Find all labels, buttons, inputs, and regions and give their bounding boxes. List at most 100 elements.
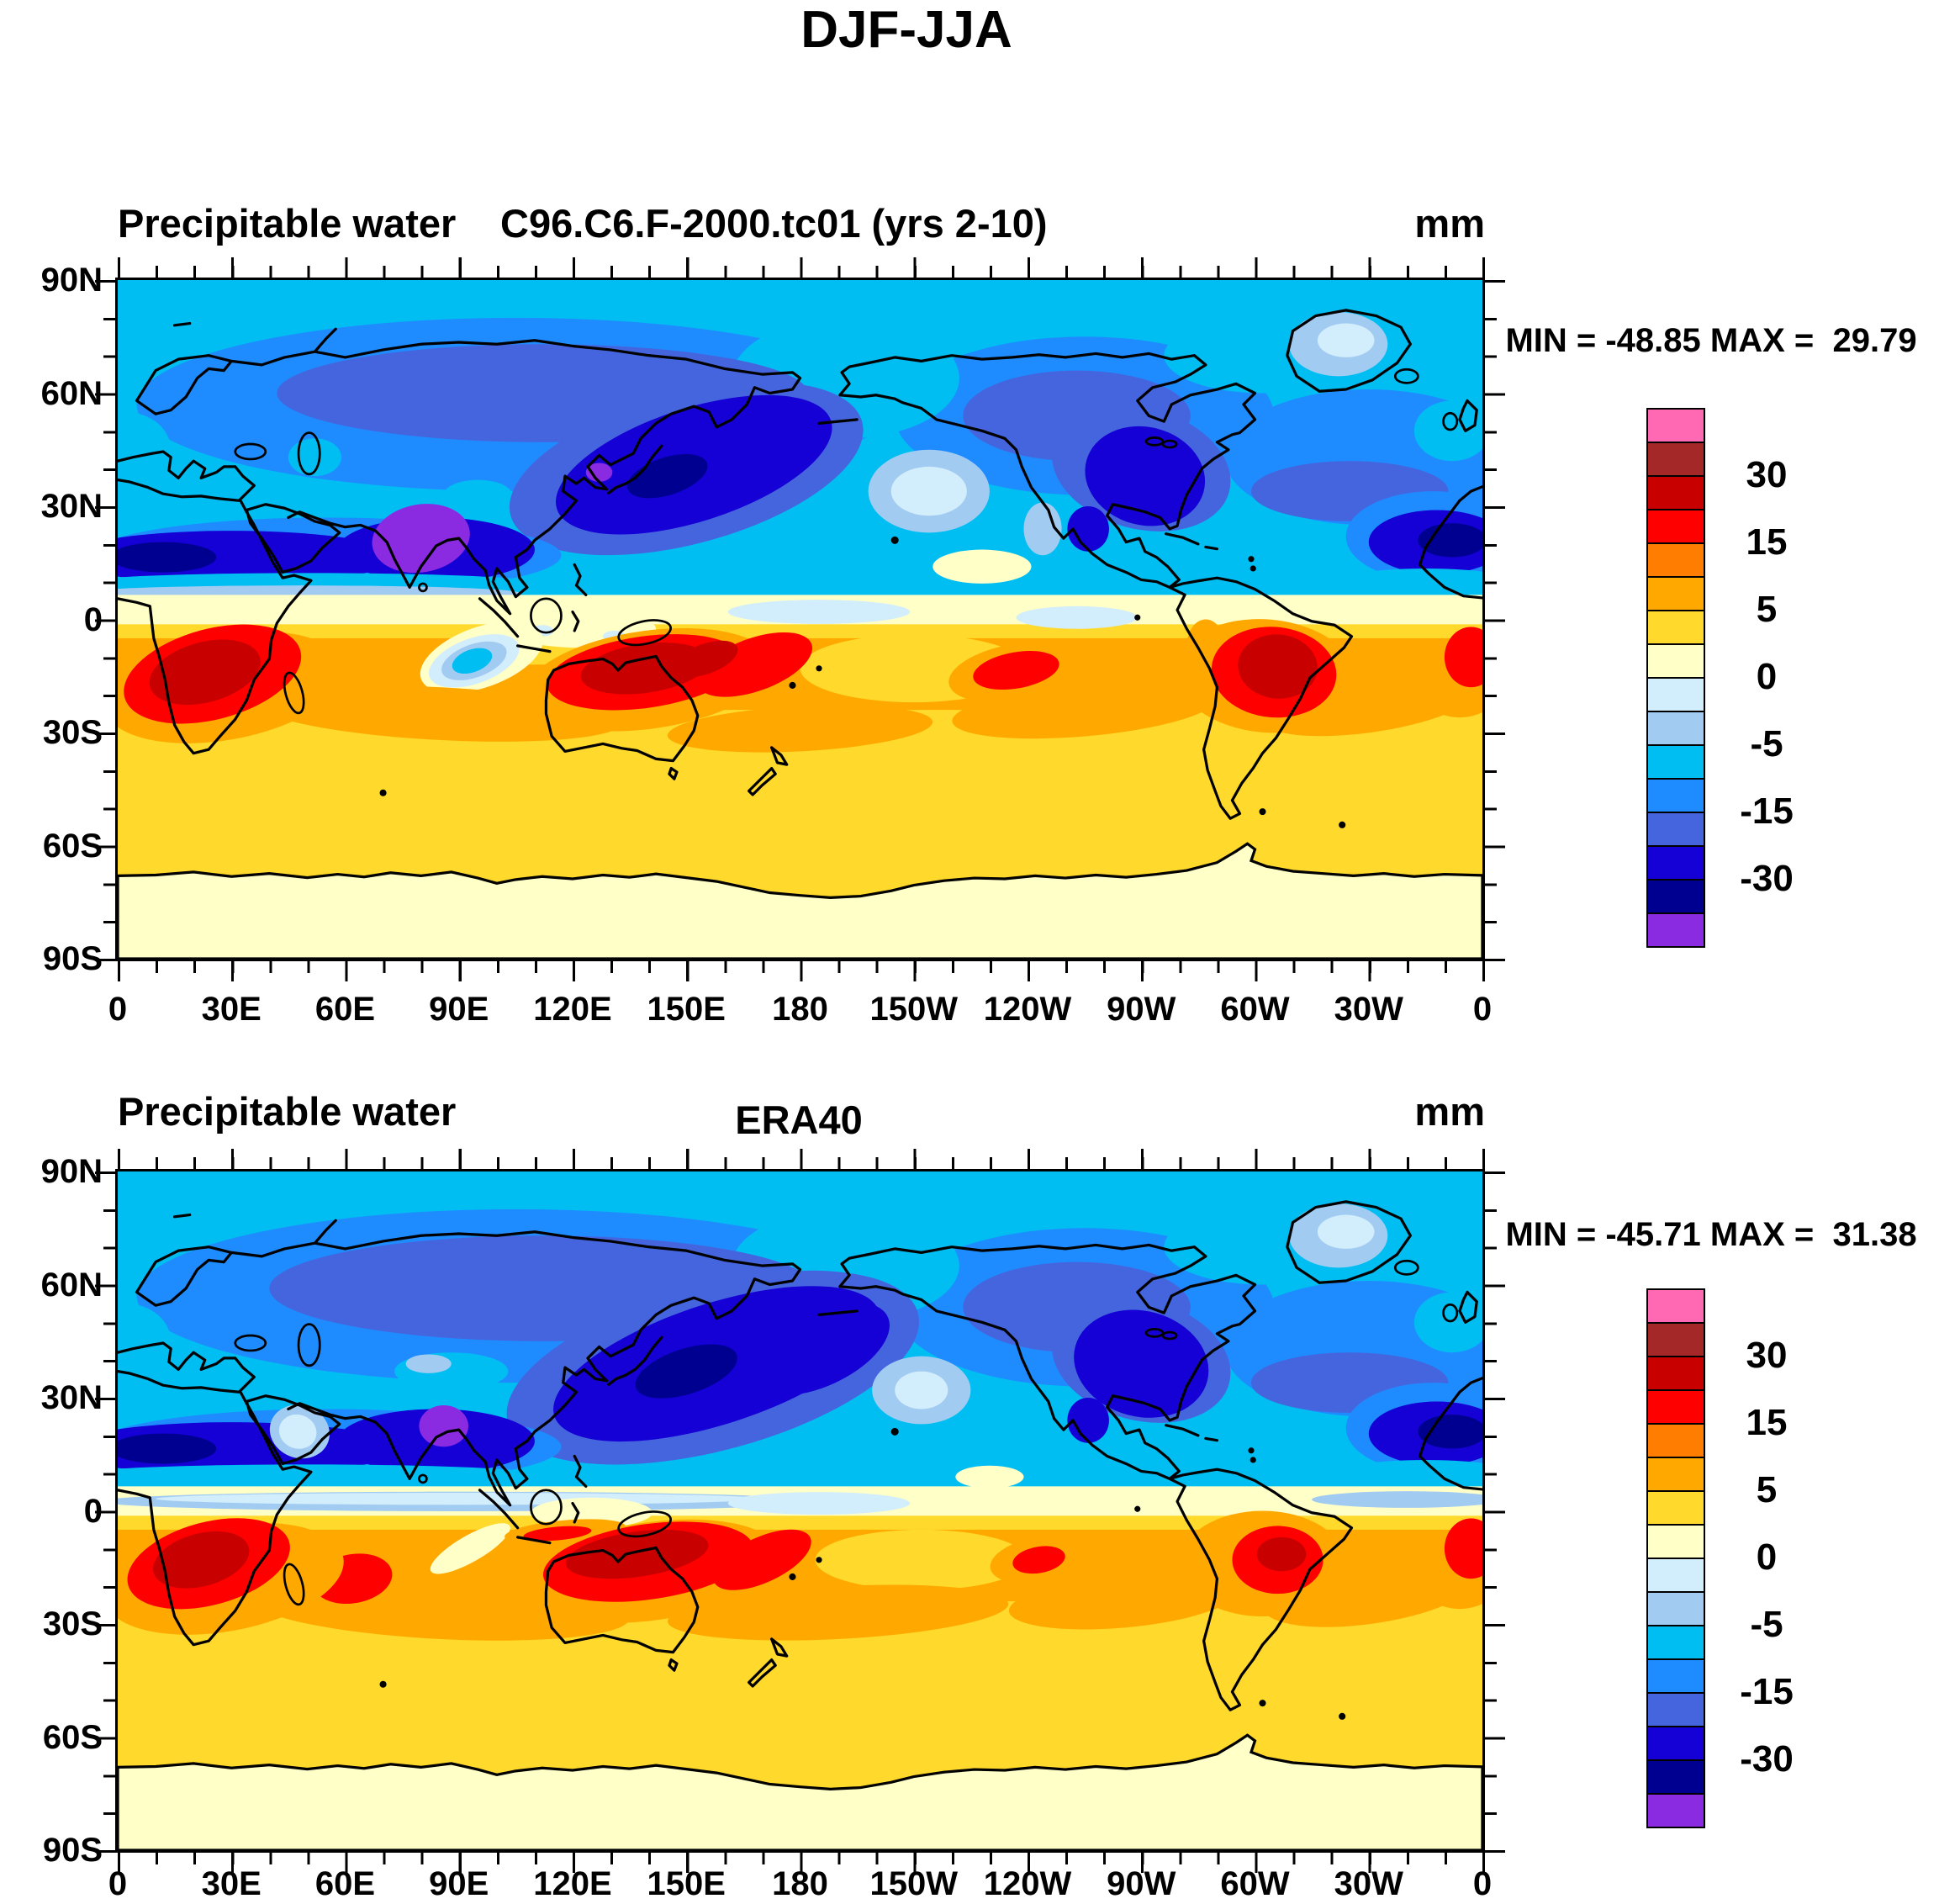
panel2-colorbar-cell <box>1646 1524 1705 1559</box>
panel2-colorbar-label: 5 <box>1756 1469 1778 1510</box>
panel1-colorbar-cell <box>1646 744 1705 780</box>
panel1-colorbar-label: 0 <box>1756 656 1778 697</box>
panel1-ticks-right-major <box>1485 280 1505 961</box>
panel1-colorbar-cell <box>1646 610 1705 645</box>
panel1-lon-label: 180 <box>772 991 828 1028</box>
panel2-lat-label: 30N <box>40 1379 103 1416</box>
map-era40-svg <box>118 1171 1482 1850</box>
panel1-colorbar-cell <box>1646 475 1705 510</box>
panel2-units-label: mm <box>1414 1089 1485 1134</box>
panel2-case-label: ERA40 <box>735 1097 863 1142</box>
panel2-colorbar-label: -5 <box>1750 1604 1783 1645</box>
panel2-lat-label: 60N <box>40 1266 103 1304</box>
panel2-field-label: Precipitable water <box>118 1089 457 1134</box>
panel1-lon-label: 150E <box>647 991 726 1028</box>
panel1-colorbar-cell <box>1646 812 1705 847</box>
panel1-lat-label: 90N <box>40 262 103 299</box>
panel2-lon-label: 150E <box>647 1865 726 1902</box>
panel1-colorbar-label: 5 <box>1756 589 1778 630</box>
panel2-colorbar-label: 15 <box>1746 1402 1788 1443</box>
panel1-lon-label: 0 <box>108 991 128 1028</box>
panel2-colorbar-cell <box>1646 1457 1705 1492</box>
panel1-colorbar-cell <box>1646 643 1705 679</box>
panel2-lon-label: 90E <box>429 1865 489 1902</box>
panel1-lon-label: 60E <box>314 991 376 1028</box>
map-era40 <box>115 1169 1485 1853</box>
panel2-lon-label: 60E <box>314 1865 376 1902</box>
panel1-ticks-top-minor <box>118 266 1485 278</box>
panel2-lon-label: 0 <box>108 1865 128 1902</box>
panel1-lon-label: 120E <box>533 991 612 1028</box>
panel2-colorbar-cell <box>1646 1389 1705 1425</box>
panel2-lat-label: 60S <box>42 1718 103 1756</box>
panel1-case-label: C96.C6.F-2000.tc01 (yrs 2-10) <box>500 201 1048 246</box>
panel2-lat-label: 90N <box>40 1153 103 1190</box>
panel2-colorbar-cell <box>1646 1759 1705 1795</box>
panel2-colorbar-label: 0 <box>1756 1536 1778 1578</box>
panel1-lat-label: 30S <box>42 714 103 751</box>
panel1-ticks-top-major <box>118 257 1485 278</box>
panel1-colorbar-label: 30 <box>1746 454 1788 495</box>
panel2-lat-label: 90S <box>42 1832 103 1869</box>
panel1-colorbar-cell <box>1646 879 1705 914</box>
panel2-colorbar-cell <box>1646 1490 1705 1526</box>
panel1-lon-label: 150W <box>869 991 959 1028</box>
panel1-lat-label: 90S <box>42 940 103 977</box>
panel1-minmax: MIN = -48.85 MAX = 29.79 <box>1505 322 1917 359</box>
panel1-colorbar-label: -15 <box>1740 791 1794 832</box>
panel2-lon-label: 90W <box>1107 1865 1176 1902</box>
contour-field-model <box>118 280 1482 959</box>
panel1-units-label: mm <box>1414 201 1485 246</box>
panel2-lon-label: 60W <box>1220 1865 1290 1902</box>
panel1-lon-label: 120W <box>983 991 1072 1028</box>
panel2-lon-label: 180 <box>772 1865 828 1902</box>
panel1-lon-label: 90W <box>1107 991 1176 1028</box>
panel1-colorbar-cell <box>1646 442 1705 477</box>
panel2-colorbar-cell <box>1646 1558 1705 1593</box>
panel1-field-label: Precipitable water <box>118 201 457 246</box>
panel1-lon-label: 30E <box>201 991 262 1028</box>
panel2-colorbar-label: 30 <box>1746 1335 1788 1376</box>
panel2-colorbar-cell <box>1646 1793 1705 1828</box>
panel1-lat-label: 60N <box>40 374 103 412</box>
panel1-colorbar-label: -30 <box>1740 858 1794 899</box>
panel1-colorbar-cell <box>1646 509 1705 544</box>
figure-title: DJF-JJA <box>800 1 1012 59</box>
panel2-lat-label: 30S <box>42 1605 103 1642</box>
panel1-lon-label: 60W <box>1220 991 1290 1028</box>
panel2-colorbar-label: -15 <box>1740 1671 1794 1712</box>
panel2-ticks-top-minor <box>118 1157 1485 1169</box>
map-model-svg <box>118 280 1482 959</box>
panel1-lon-label: 90E <box>429 991 489 1028</box>
panel2-colorbar-cell <box>1646 1692 1705 1727</box>
panel2-colorbar-cell <box>1646 1288 1705 1324</box>
panel1-colorbar-cell <box>1646 542 1705 578</box>
contour-field-era40 <box>118 1171 1482 1850</box>
panel1-colorbar-cell <box>1646 778 1705 813</box>
panel1-ticks-bot-major <box>118 961 1485 981</box>
panel2-ticks-right-major <box>1485 1171 1505 1853</box>
panel2-lon-label: 150W <box>869 1865 959 1902</box>
panel2-ticks-bot-minor <box>118 1853 1485 1864</box>
panel2-colorbar-cell <box>1646 1658 1705 1694</box>
panel2-ticks-top-major <box>118 1149 1485 1169</box>
panel1-colorbar-cell <box>1646 711 1705 746</box>
map-model <box>115 278 1485 961</box>
panel1-lat-label: 60S <box>42 827 103 865</box>
panel1-colorbar-cell <box>1646 912 1705 948</box>
panel2-minmax: MIN = -45.71 MAX = 31.38 <box>1505 1216 1917 1253</box>
panel2-lon-label: 120E <box>533 1865 612 1902</box>
panel1-ticks-bot-minor <box>118 961 1485 973</box>
panel2-lon-label: 30E <box>201 1865 262 1902</box>
panel2-lon-label: 120W <box>983 1865 1072 1902</box>
panel1-lat-label: 30N <box>40 488 103 525</box>
panel1-lon-label: 30W <box>1334 991 1403 1028</box>
panel2-lon-label: 30W <box>1334 1865 1403 1902</box>
panel1-colorbar-cell <box>1646 845 1705 881</box>
panel2-colorbar-cell <box>1646 1322 1705 1357</box>
panel1-colorbar-cell <box>1646 576 1705 611</box>
panel2-colorbar-cell <box>1646 1423 1705 1458</box>
panel2-ticks-right-minor <box>1485 1171 1497 1853</box>
panel1-colorbar-label: 15 <box>1746 521 1788 563</box>
